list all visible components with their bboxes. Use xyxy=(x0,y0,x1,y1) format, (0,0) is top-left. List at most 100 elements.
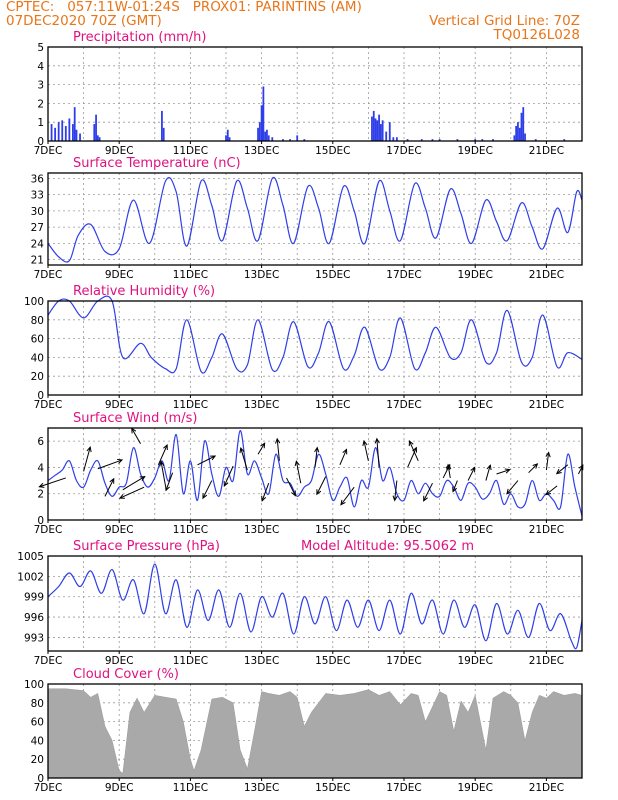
pressure-y-tick: 993 xyxy=(24,632,44,644)
precipitation-bar xyxy=(456,139,459,141)
wind-arrow-shaft xyxy=(104,478,115,497)
wind-arrow-shaft xyxy=(202,480,213,499)
wind-x-tick: 9DEC xyxy=(105,524,134,536)
cloud-cover-x-tick: 21DEC xyxy=(529,782,564,794)
precipitation-bar xyxy=(258,122,261,141)
precipitation-bar xyxy=(520,112,523,141)
temperature-y-tick: 27 xyxy=(31,222,44,234)
wind-arrow-shaft xyxy=(447,464,451,479)
wind-arrow-shaft xyxy=(314,447,318,468)
wind-arrow xyxy=(97,458,124,470)
temperature-title: Surface Temperature (nC) xyxy=(73,156,241,171)
wind-arrow xyxy=(157,443,168,466)
wind-arrow-shaft xyxy=(165,472,174,491)
precipitation-bar xyxy=(98,137,101,141)
precipitation-y-tick: 2 xyxy=(37,98,44,110)
wind-y-tick: 2 xyxy=(37,489,44,501)
humidity-x-tick: 17DEC xyxy=(386,399,421,411)
wind-arrow-shaft xyxy=(485,465,491,481)
wind-arrow xyxy=(202,480,213,500)
wind-arrow-shaft xyxy=(407,447,417,468)
precipitation-x-tick: 21DEC xyxy=(529,145,564,157)
wind-arrow-head xyxy=(118,493,125,499)
wind-arrow-head xyxy=(340,499,346,506)
humidity-x-tick: 19DEC xyxy=(457,399,492,411)
pressure-x-tick: 17DEC xyxy=(386,655,421,667)
wind-y-tick: 6 xyxy=(37,436,44,448)
temperature-line xyxy=(47,176,583,263)
precipitation-bar xyxy=(481,139,484,141)
wind-arrow xyxy=(239,446,248,471)
precipitation-x-tick: 7DEC xyxy=(34,145,63,157)
precipitation-y-tick: 1 xyxy=(37,117,44,129)
wind-arrow-head xyxy=(223,480,229,487)
precipitation-bar xyxy=(161,110,163,141)
pressure-panel: 993 996 999 1002 1005 7DEC 9DEC 11DEC 13DEC 15DEC… xyxy=(17,539,583,667)
cloud-cover-frame xyxy=(47,683,583,779)
precipitation-bar xyxy=(474,139,477,141)
cloud-cover-y-tick: 20 xyxy=(31,754,44,766)
wind-arrow xyxy=(316,476,327,496)
wind-arrow-shaft xyxy=(545,452,550,471)
precipitation-bar xyxy=(492,139,494,141)
wind-arrow-shaft xyxy=(261,483,270,501)
wind-arrow xyxy=(496,468,511,475)
precipitation-bar xyxy=(95,114,97,141)
precipitation-bar xyxy=(226,129,229,141)
wind-panel: 0 2 4 6 7DEC 9DEC 11DEC 13DEC 15DEC 17DEC 19DEC 21D… xyxy=(34,411,584,536)
wind-arrow xyxy=(485,464,492,481)
pressure-y-tick: 1005 xyxy=(17,551,44,563)
cloud-cover-x-tick: 17DEC xyxy=(386,782,421,794)
wind-arrow-head xyxy=(139,475,146,482)
humidity-x-tick: 9DEC xyxy=(105,399,134,411)
wind-arrow-head xyxy=(342,448,348,455)
pressure-y-tick: 999 xyxy=(24,592,44,604)
wind-arrow-head xyxy=(163,443,168,451)
humidity-line xyxy=(47,295,583,374)
wind-arrow-shaft xyxy=(496,469,510,475)
header-station: CPTEC: 057:11W-01:24S PROX01: PARINTINS … xyxy=(6,0,362,15)
precipitation-bar xyxy=(264,131,267,141)
precipitation-bar xyxy=(381,120,384,141)
wind-arrow-shaft xyxy=(340,486,355,506)
wind-arrow-head xyxy=(260,442,266,449)
wind-arrow-head xyxy=(446,463,452,470)
wind-arrow xyxy=(38,477,66,488)
wind-arrow xyxy=(374,437,380,468)
precipitation-bar xyxy=(513,135,516,141)
precipitation-bar xyxy=(72,124,74,141)
precipitation-x-tick: 19DEC xyxy=(457,145,492,157)
precipitation-title: Precipitation (mm/h) xyxy=(73,30,206,45)
pressure-line xyxy=(47,563,583,650)
humidity-x-tick: 21DEC xyxy=(529,399,564,411)
wind-arrow-head xyxy=(545,489,552,496)
humidity-y-tick: 20 xyxy=(31,371,44,383)
temperature-y-tick: 30 xyxy=(31,206,44,218)
wind-arrow-head xyxy=(392,495,398,502)
temperature-x-tick: 9DEC xyxy=(105,269,134,281)
wind-arrow-shaft xyxy=(197,455,216,466)
wind-arrow-head xyxy=(578,464,584,471)
precipitation-bar xyxy=(289,139,291,141)
wind-arrow-shaft xyxy=(528,463,538,474)
wind-arrow-head xyxy=(38,482,45,488)
wind-arrow-head xyxy=(408,440,414,447)
precipitation-x-tick: 13DEC xyxy=(244,145,279,157)
cloud-cover-panel: 0 20 40 60 80 100 7DEC 9DEC 11DEC 13DEC 15DEC 17DEC… xyxy=(24,667,583,794)
wind-arrow-head xyxy=(423,495,428,502)
precipitation-bar xyxy=(376,120,379,141)
pressure-x-tick: 13DEC xyxy=(244,655,279,667)
humidity-x-tick: 15DEC xyxy=(315,399,350,411)
wind-arrow xyxy=(340,486,355,506)
wind-arrow xyxy=(408,440,419,462)
precipitation-bar xyxy=(96,135,99,141)
wind-arrow-shaft xyxy=(122,476,146,491)
temperature-y-tick: 33 xyxy=(31,190,44,202)
cloud-cover-x-tick: 9DEC xyxy=(105,782,134,794)
temperature-y-tick: 24 xyxy=(31,238,45,250)
wind-arrow-head xyxy=(294,460,300,467)
wind-arrow-shaft xyxy=(316,476,327,495)
wind-arrow-head xyxy=(291,490,296,497)
wind-y-tick: 0 xyxy=(37,515,44,527)
